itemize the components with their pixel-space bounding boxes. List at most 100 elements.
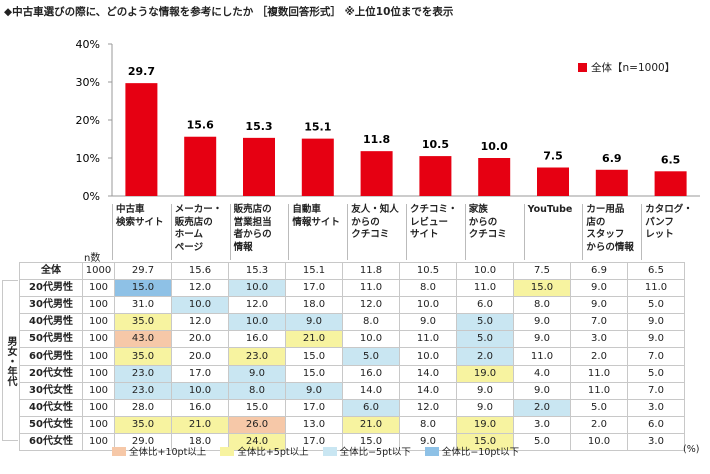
table-cell: 14.0 [342,381,400,400]
row-label: 60代女性 [19,432,83,452]
table-cell: 11.0 [456,279,514,298]
highlight-swatch [424,446,439,456]
category-label: 販売店の 営業担当 者からの 情報 [229,204,289,260]
bar [419,156,452,196]
y-tick-label: 30% [76,76,100,89]
highlight-legend-item: 全体比+5pt以上 [220,444,309,458]
table-cell: 26.0 [228,415,286,434]
row-label: 20代男性 [19,279,83,298]
table-row: 40代男性 100 35.0 12.0 10.0 9.0 8.0 9.0 5.0 9.0 7.0 9.… [19,313,685,332]
category-label-line: ページ [174,241,204,253]
table-cell: 17.0 [171,364,229,383]
table-cell: 28.0 [114,398,172,417]
category-label: メーカー・ 販売店の ホーム ページ [170,204,230,260]
table-cell: 3.0 [513,415,571,434]
table-row: 30代男性 100 31.0 10.0 12.0 18.0 12.0 10.0 6.0 8.0 9.… [19,296,685,315]
table-cell: 20.0 [171,347,229,366]
gender-age-side-label: 男女・年代 [2,280,18,441]
table-cell: 23.0 [114,381,172,400]
table-cell: 9.0 [627,313,685,332]
row-label: 40代女性 [19,398,83,417]
row-n: 100 [82,381,115,400]
table-cell: 6.0 [456,296,514,315]
bar-chart: 0% 10% 20% 30% 40% 29.7 15.6 15.3 15.1 11.8 10.5 10… [76,38,700,203]
table-cell: 2.0 [513,398,571,417]
table-cell: 5.0 [342,347,400,366]
table-cell: 9.0 [570,279,628,298]
table-cell: 12.0 [171,313,229,332]
row-label: 50代男性 [19,330,83,349]
row-label: 40代男性 [19,313,83,332]
category-label-line: クチコミ [468,229,507,240]
table-row: 50代女性 100 35.0 21.0 26.0 13.0 21.0 8.0 19.0 3.0 2.… [19,415,685,434]
row-label: 全体 [19,261,83,281]
table-cell: 15.0 [342,432,400,452]
table-cell: 14.0 [399,364,457,383]
category-label-line: 情報サイト [292,216,340,228]
bar [537,167,569,196]
category-label-line: 店の [586,216,606,228]
table-cell: 12.0 [228,296,286,315]
table-cell: 15.0 [456,432,514,452]
table-cell: 21.0 [342,415,400,434]
bar [125,83,158,196]
table-cell: 10.0 [399,296,457,315]
bar-data-label: 29.7 [128,65,155,78]
category-label-line: クチコミ・ [410,204,458,215]
bar [243,137,275,196]
table-cell: 10.0 [399,347,457,366]
category-label-line: YouTube [527,204,573,215]
category-label: カー用品 店の スタッフ からの情報 [582,204,641,260]
y-tick-label: 0% [83,190,100,203]
table-cell: 11.0 [513,347,571,366]
table-cell: 5.0 [627,364,685,383]
category-label-line: からの情報 [586,241,634,253]
row-label: 50代女性 [19,415,83,434]
table-cell: 15.1 [285,261,343,281]
table-cell: 9.0 [399,313,457,332]
table-cell: 10.5 [399,261,457,281]
table-cell: 12.0 [342,296,400,315]
table-row: 20代女性 100 23.0 17.0 9.0 15.0 16.0 14.0 19.0 4.0 11… [19,364,685,383]
highlight-legend-item: 全体比−5pt以下 [322,444,411,458]
highlight-label: 全体比−5pt以下 [339,447,411,458]
table-cell: 9.0 [513,330,571,349]
table-cell: 9.0 [228,364,286,383]
table-cell: 4.0 [513,364,571,383]
table-cell: 43.0 [114,330,172,349]
table-cell: 13.0 [285,415,343,434]
category-label: 中古車 検索サイト [112,204,171,260]
table-cell: 6.9 [570,261,628,281]
table-row: 20代男性 100 15.0 12.0 10.0 17.0 11.0 8.0 11.0 15.0 9… [19,279,685,298]
bar-data-label: 15.6 [187,119,214,132]
row-n: 100 [82,432,115,452]
bar-data-label: 6.9 [602,152,622,165]
table-cell: 35.0 [114,313,172,332]
row-label: 30代女性 [19,381,83,400]
table-cell: 15.0 [513,279,571,298]
category-label-line: 自動車 [292,204,321,215]
table-cell: 11.0 [627,279,685,298]
highlight-label: 全体比+10pt以上 [129,447,207,458]
table-cell: 5.0 [570,398,628,417]
bar-data-label: 15.3 [245,120,272,133]
category-label-line: 販売店の [233,204,272,215]
bar-data-label: 6.5 [661,153,681,166]
table-cell: 15.3 [228,261,286,281]
table-cell: 17.0 [285,398,343,417]
y-tick-label: 40% [76,38,100,51]
category-label: 家族 からの クチコミ [464,204,524,260]
table-cell: 12.0 [171,279,229,298]
table-cell: 2.0 [456,347,514,366]
table-cell: 29.7 [114,261,172,281]
breakdown-table: 全体 1000 29.7 15.6 15.3 15.1 11.8 10.5 10.0 7.5 6.9… [19,261,685,452]
row-n: 100 [82,415,115,434]
table-cell: 24.0 [228,432,286,452]
table-cell: 11.0 [570,364,628,383]
category-label-line: カタログ・ [645,204,693,215]
table-cell: 16.0 [228,330,286,349]
bar-data-label: 10.0 [481,140,508,153]
legend-swatch [578,63,587,72]
chart-legend: 全体【n=1000】 [578,60,675,75]
category-label-line: からの [468,216,498,228]
